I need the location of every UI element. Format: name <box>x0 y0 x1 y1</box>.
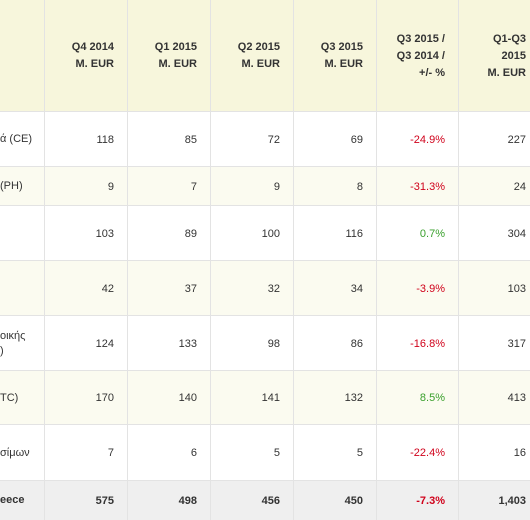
row-label <box>0 261 45 316</box>
change-cell: -3.9% <box>416 282 445 295</box>
value-cell: 85 <box>184 133 197 146</box>
value-cell: 132 <box>344 392 363 404</box>
value-cell: 141 <box>261 392 280 404</box>
change-cell: 0.7% <box>419 227 445 240</box>
value-cell: 317 <box>507 337 526 350</box>
column-header-label: Q3 2015 / Q3 2014 / +/- % <box>396 32 445 79</box>
value-cell: 9 <box>273 180 280 193</box>
value-cell: 5 <box>356 447 363 459</box>
row-divider <box>0 260 530 261</box>
row-divider <box>0 166 530 167</box>
value-cell: 498 <box>178 494 197 507</box>
value-cell: 450 <box>344 494 363 507</box>
column-header <box>0 0 45 112</box>
row-label: οικής ) <box>0 329 26 357</box>
table-row <box>0 316 530 371</box>
value-cell: 133 <box>178 337 197 350</box>
value-cell: 37 <box>184 282 197 295</box>
value-cell: 9 <box>107 180 114 193</box>
row-label: eece <box>0 494 25 506</box>
value-cell: 100 <box>261 227 280 240</box>
value-cell: 6 <box>190 447 197 459</box>
column-header: Q4 2014 M. EUR <box>45 0 128 112</box>
value-cell: 456 <box>261 494 280 507</box>
row-label: ά (CE) <box>0 133 33 145</box>
column-header-label: Q3 2015 M. EUR <box>320 41 363 70</box>
row-divider <box>0 480 530 481</box>
row-label: σίμων <box>0 446 30 459</box>
table-row <box>0 371 530 425</box>
column-header: Q3 2015 / Q3 2014 / +/- % <box>377 0 459 112</box>
change-cell: -22.4% <box>410 447 445 459</box>
value-cell: 34 <box>350 282 363 295</box>
value-cell: 8 <box>356 180 363 193</box>
value-cell: 72 <box>267 133 280 146</box>
row-label <box>0 206 45 261</box>
value-cell: 32 <box>267 282 280 295</box>
change-cell: -16.8% <box>410 337 445 350</box>
value-cell: 103 <box>507 282 526 295</box>
value-cell: 140 <box>178 392 197 404</box>
value-cell: 118 <box>96 133 114 146</box>
table-row <box>0 261 530 316</box>
value-cell: 170 <box>95 392 114 404</box>
column-header: Q1 2015 M. EUR <box>128 0 211 112</box>
table-row <box>0 167 530 206</box>
value-cell: 304 <box>507 227 526 240</box>
value-cell: 124 <box>95 337 114 350</box>
value-cell: 7 <box>190 180 197 193</box>
total-row <box>0 481 530 520</box>
table-row <box>0 425 530 481</box>
column-header-label: Q2 2015 M. EUR <box>237 41 280 70</box>
column-header-label: Q1-Q3 2015 M. EUR <box>487 32 527 79</box>
value-cell: 98 <box>267 337 280 350</box>
change-cell: 8.5% <box>419 392 445 404</box>
value-cell: 7 <box>107 447 114 459</box>
value-cell: 89 <box>184 227 197 240</box>
value-cell: 69 <box>350 133 363 146</box>
change-cell: -7.3% <box>416 494 445 507</box>
column-header-label: Q1 2015 M. EUR <box>154 41 197 70</box>
value-cell: 86 <box>350 337 363 350</box>
value-cell: 42 <box>101 282 114 295</box>
table-row <box>0 206 530 261</box>
value-cell: 575 <box>95 494 114 507</box>
change-cell: -24.9% <box>410 133 445 146</box>
column-header-label: Q4 2014 M. EUR <box>71 41 114 70</box>
change-cell: -31.3% <box>410 180 445 193</box>
value-cell: 103 <box>95 227 114 240</box>
column-header: Q1-Q3 2015 M. EUR <box>459 0 530 112</box>
value-cell: 24 <box>513 180 526 193</box>
row-divider <box>0 370 530 371</box>
value-cell: 5 <box>273 447 280 459</box>
row-divider <box>0 315 530 316</box>
value-cell: 16 <box>513 447 526 459</box>
value-cell: 116 <box>345 227 363 240</box>
row-divider <box>0 424 530 425</box>
value-cell: 1,403 <box>498 494 526 507</box>
table-row <box>0 112 530 167</box>
row-label: (PH) <box>0 180 23 192</box>
column-header: Q3 2015 M. EUR <box>294 0 377 112</box>
value-cell: 413 <box>507 392 526 404</box>
column-header: Q2 2015 M. EUR <box>211 0 294 112</box>
row-label: TC) <box>0 391 19 404</box>
row-divider <box>0 111 530 112</box>
row-divider <box>0 205 530 206</box>
value-cell: 227 <box>507 133 526 146</box>
